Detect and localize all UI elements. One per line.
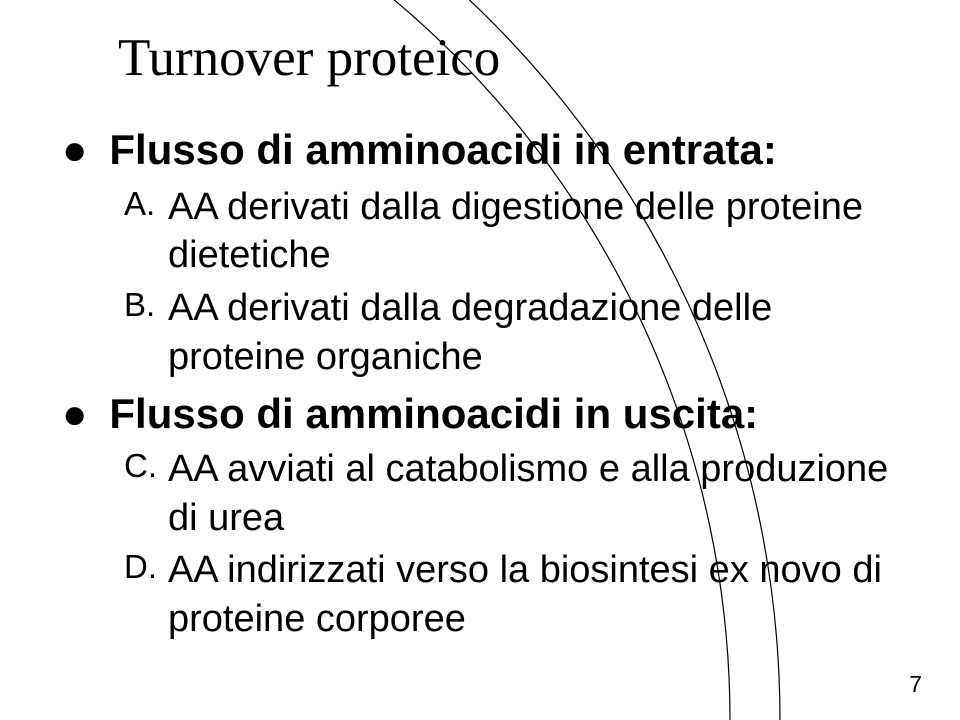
list-item: A. AA derivati dalla digestione delle pr… (124, 183, 900, 280)
section-heading-row: ● Flusso di amminoacidi in uscita: (62, 387, 900, 441)
list-text: AA derivati dalla digestione delle prote… (168, 183, 900, 280)
list-text: AA derivati dalla degradazione delle pro… (168, 284, 900, 381)
list-text: AA avviati al catabolismo e alla produzi… (168, 445, 900, 542)
slide: Turnover proteico ● Flusso di amminoacid… (0, 0, 960, 720)
list-marker: C. (124, 445, 168, 487)
bullet-dot-icon: ● (62, 387, 87, 435)
slide-content: ● Flusso di amminoacidi in entrata: A. A… (62, 123, 900, 644)
list-item: D. AA indirizzati verso la biosintesi ex… (124, 546, 900, 643)
section-heading-row: ● Flusso di amminoacidi in entrata: (62, 123, 900, 177)
bullet-dot-icon: ● (62, 123, 87, 171)
page-number: 7 (909, 671, 922, 698)
list-text: AA indirizzati verso la biosintesi ex no… (168, 546, 900, 643)
section2-heading: Flusso di amminoacidi in uscita: (109, 387, 758, 441)
list-item: B. AA derivati dalla degradazione delle … (124, 284, 900, 381)
list-marker: B. (124, 284, 168, 326)
section1-heading: Flusso di amminoacidi in entrata: (109, 123, 776, 177)
list-item: C. AA avviati al catabolismo e alla prod… (124, 445, 900, 542)
list-marker: A. (124, 183, 168, 225)
slide-title: Turnover proteico (118, 28, 500, 88)
list-marker: D. (124, 546, 168, 588)
